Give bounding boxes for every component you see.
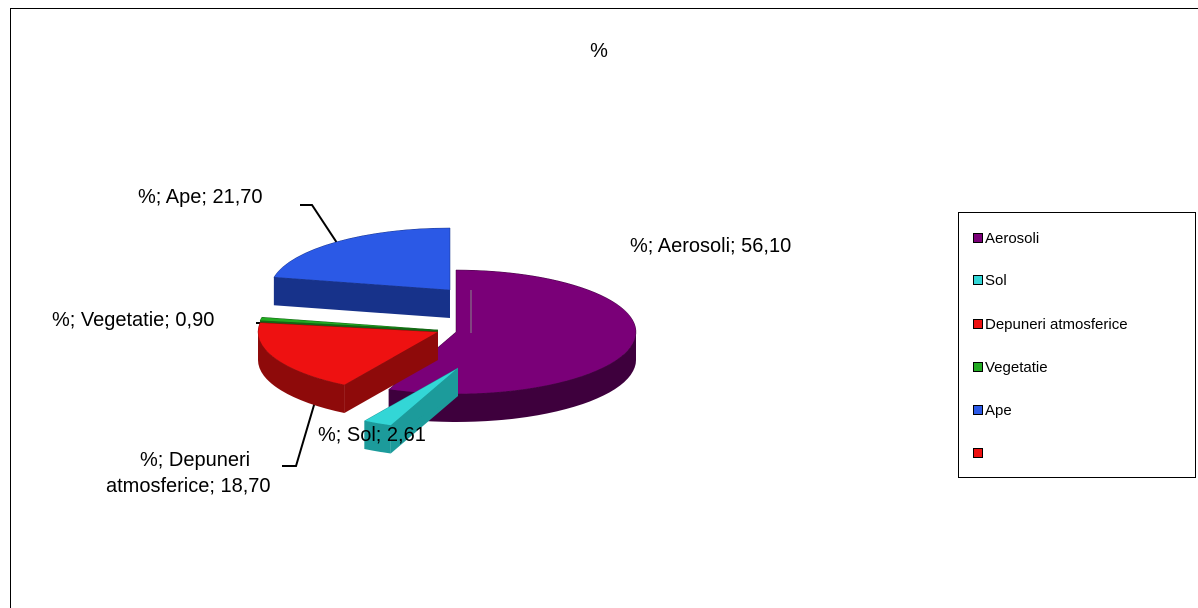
- data-label-vegetatie: %; Vegetatie; 0,90: [52, 309, 215, 331]
- data-label-depuneri-line1: %; Depuneri: [140, 449, 251, 471]
- chart-area: [10, 8, 1198, 608]
- pie-slice-top: [363, 367, 459, 426]
- data-label-aerosoli: %; Aerosoli; 56,10: [630, 235, 792, 257]
- legend: Aerosoli Sol Depuneri atmosferice Vegeta…: [958, 212, 1196, 478]
- legend-item-sol: Sol: [973, 272, 1007, 290]
- leader-line-depuneri-atmosferice: [282, 377, 323, 467]
- pie-slices: [257, 227, 637, 454]
- pie-slice-face: [273, 277, 450, 318]
- legend-swatch: [973, 448, 983, 459]
- legend-item-vegetatie: Vegetatie: [973, 359, 1048, 377]
- legend-swatch: [973, 362, 983, 373]
- pie-slice-ape: [273, 227, 451, 318]
- data-label-depuneri-line2: atmosferice; 18,70: [106, 475, 271, 497]
- legend-item-depuneri: Depuneri atmosferice: [973, 316, 1128, 334]
- pie-slice-top: [273, 227, 451, 291]
- pie-slice-depuneri-atmosferice: [257, 322, 439, 413]
- legend-swatch: [973, 405, 983, 416]
- pie-slice-top: [388, 269, 637, 395]
- pie-slice-top: [259, 316, 439, 331]
- legend-swatch: [973, 319, 983, 330]
- data-label-ape: %; Ape; 21,70: [138, 186, 263, 208]
- data-label-sol: %; Sol; 2,61: [318, 424, 426, 446]
- legend-item-ape: Ape: [973, 402, 1012, 420]
- chart-title: %: [590, 40, 608, 62]
- legend-item-aerosoli: Aerosoli: [973, 230, 1039, 248]
- legend-swatch: [973, 275, 983, 286]
- legend-swatch: [973, 233, 983, 244]
- pie-slice-top: [257, 322, 439, 386]
- pie-slice-sol: [363, 367, 459, 454]
- legend-item-blank: [973, 445, 985, 463]
